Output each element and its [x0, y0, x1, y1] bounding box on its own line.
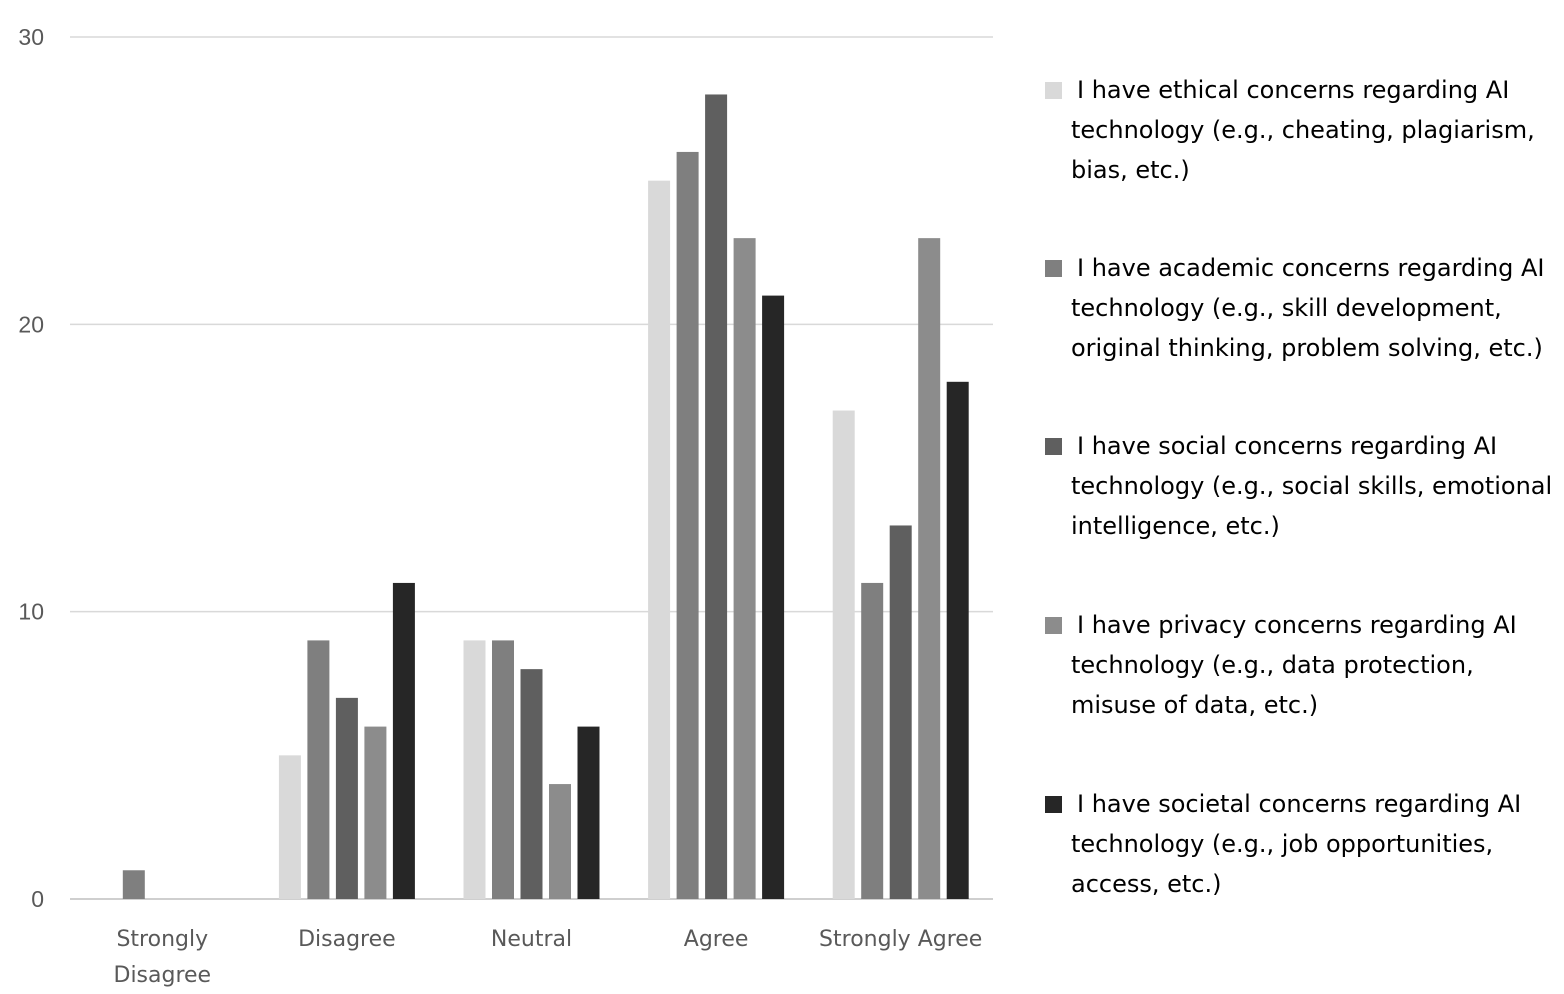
legend-entry: I have social concerns regarding AI tech… [1040, 426, 1560, 546]
legend-entry: I have societal concerns regarding AI te… [1040, 784, 1560, 904]
bar-3-neutral [520, 669, 543, 899]
x-tick-label: Agree [684, 927, 749, 952]
y-tick-label: 30 [18, 24, 44, 50]
legend-label: I have ethical concerns regarding AI tec… [1071, 76, 1535, 184]
x-tick-label: Disagree [114, 963, 212, 988]
x-tick-label: Strongly Agree [819, 927, 982, 952]
bar-5-agree [762, 295, 785, 900]
bar-5-disagree [392, 582, 415, 899]
legend-entry: I have academic concerns regarding AI te… [1040, 248, 1560, 368]
legend-swatch [1045, 438, 1062, 455]
legend-label: I have social concerns regarding AI tech… [1071, 432, 1553, 540]
x-tick-label: Disagree [298, 927, 396, 952]
y-tick-label: 0 [31, 886, 44, 912]
legend-label: I have privacy concerns regarding AI tec… [1071, 611, 1517, 719]
bar-2-strongly-disagree [122, 870, 145, 899]
bar-1-neutral [463, 640, 486, 899]
legend-swatch [1045, 796, 1062, 813]
legend-label: I have academic concerns regarding AI te… [1071, 254, 1545, 362]
legend-swatch [1045, 617, 1062, 634]
legend-swatch [1045, 82, 1062, 99]
bar-2-agree [676, 151, 699, 899]
bar-2-strongly-agree [861, 582, 884, 899]
legend-label: I have societal concerns regarding AI te… [1071, 790, 1522, 898]
x-tick-label: Neutral [491, 927, 572, 952]
bar-4-strongly-agree [918, 238, 941, 900]
legend-entry: I have ethical concerns regarding AI tec… [1040, 70, 1560, 190]
bar-3-agree [705, 94, 728, 899]
bar-5-strongly-agree [946, 381, 969, 899]
bar-1-strongly-agree [832, 410, 855, 899]
bar-5-neutral [577, 726, 600, 899]
x-tick-label: Strongly [116, 927, 208, 952]
y-tick-label: 10 [18, 599, 44, 625]
bar-1-disagree [278, 755, 301, 899]
bar-chart: 0 10 20 30 Strongly Disagree Disagree Neutral Ag… [18, 24, 993, 988]
bar-1-agree [648, 180, 671, 899]
legend-entry: I have privacy concerns regarding AI tec… [1040, 605, 1560, 725]
bar-4-agree [733, 238, 756, 900]
bar-3-strongly-agree [889, 525, 912, 899]
legend-swatch [1045, 260, 1062, 277]
bar-4-neutral [549, 784, 571, 899]
y-tick-label: 20 [18, 311, 44, 337]
bar-2-disagree [307, 640, 330, 899]
bar-3-disagree [335, 697, 358, 899]
bar-4-disagree [364, 726, 387, 899]
bar-2-neutral [492, 640, 514, 899]
